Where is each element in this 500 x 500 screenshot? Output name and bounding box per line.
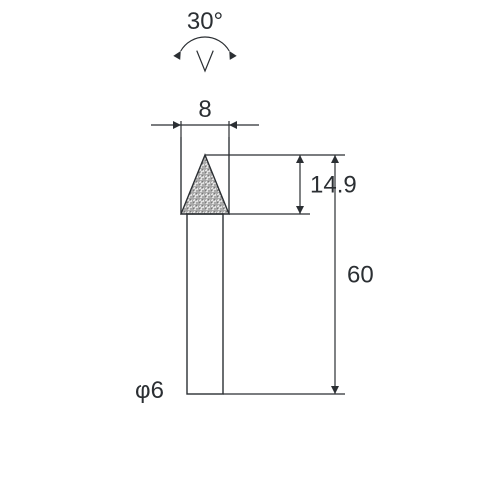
dim-shank-diameter: φ6 [135, 377, 164, 404]
angle-label: 30° [187, 8, 223, 35]
overall-length-label: 60 [347, 262, 374, 289]
shank-diameter-label: φ6 [135, 377, 164, 404]
dim-heights: 14.9 60 [205, 155, 374, 394]
tip-height-label: 14.9 [310, 172, 357, 199]
grit-head [181, 155, 229, 214]
tip-diameter-label: 8 [198, 96, 211, 123]
shank [187, 214, 223, 394]
